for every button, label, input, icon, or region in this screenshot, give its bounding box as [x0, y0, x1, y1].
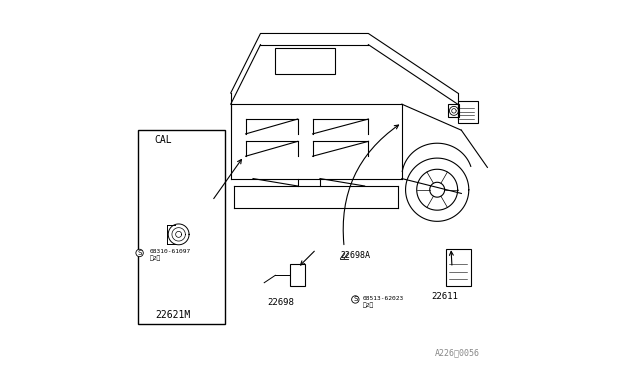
Bar	[458, 101, 478, 123]
Text: CAL: CAL	[154, 135, 172, 145]
Text: 08513-62023
（2）: 08513-62023 （2）	[363, 296, 404, 308]
Text: S: S	[353, 296, 358, 302]
Text: S: S	[138, 250, 142, 256]
Text: 22611: 22611	[431, 292, 458, 301]
Text: 22698: 22698	[268, 298, 294, 307]
Text: 22698A: 22698A	[340, 251, 371, 260]
Bar	[447, 249, 470, 286]
Text: 22621M: 22621M	[156, 310, 191, 320]
Text: 08310-61097
（2）: 08310-61097 （2）	[150, 249, 191, 260]
Text: A226．0056: A226．0056	[435, 348, 480, 357]
Bar	[138, 130, 225, 324]
